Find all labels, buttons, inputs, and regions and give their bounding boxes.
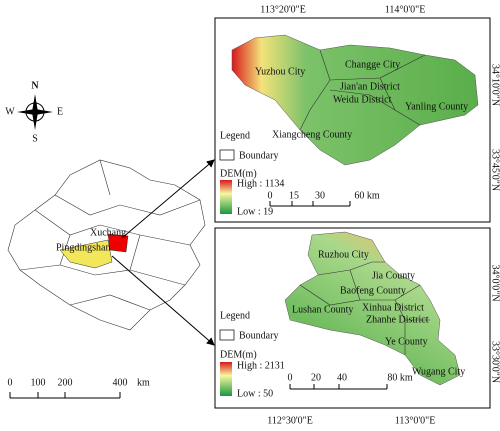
- lat-label: 34°0'0"N: [490, 264, 500, 301]
- legend-high: High : 1134: [237, 178, 284, 189]
- place-label: Baofeng County: [340, 285, 406, 296]
- legend-high: High : 2131: [237, 360, 285, 371]
- place-label: Yanling County: [405, 101, 468, 112]
- compass: N S W E: [5, 80, 63, 144]
- place-label: Jia County: [372, 270, 415, 281]
- legend-boundary: Boundary: [239, 330, 278, 341]
- legend-low: Low : 19: [237, 206, 273, 217]
- lon-label: 113°0'0"E: [395, 415, 436, 426]
- compass-n: N: [31, 80, 39, 91]
- legend-low: Low : 50: [237, 388, 273, 399]
- place-label: Lushan County: [292, 304, 353, 315]
- arrow: [121, 159, 215, 239]
- scale-unit: km: [137, 377, 150, 388]
- scale-tick: 60 km: [354, 190, 380, 201]
- legend-title: Legend: [220, 130, 250, 141]
- lat-label: 33°30'0"N: [490, 341, 500, 383]
- lon-label: 112°30'0"E: [267, 415, 313, 426]
- place-label: Ruzhou City: [318, 249, 369, 260]
- map-bottom: Ruzhou City Jia County Baofeng County Xi…: [214, 227, 500, 426]
- scale-tick: 400: [113, 377, 128, 388]
- lat-label: 33°45'0"N: [490, 149, 500, 191]
- place-label: Weidu District: [333, 94, 392, 105]
- scale-tick: 0: [288, 372, 293, 383]
- overview-label: Xuchang: [90, 227, 126, 238]
- compass-w: W: [5, 106, 15, 117]
- place-label: Ye County: [385, 336, 428, 347]
- scale-tick: 30: [315, 190, 325, 201]
- lat-label: 34°10'0"N: [490, 64, 500, 106]
- place-label: Changge City: [345, 59, 400, 70]
- lon-label: 113°20'0"E: [260, 4, 306, 15]
- compass-e: E: [57, 106, 63, 117]
- scale-tick: 40: [337, 372, 347, 383]
- map-top: Yuzhou City Changge City Jian'an Distric…: [214, 4, 500, 223]
- scale-tick: 15: [289, 190, 299, 201]
- scale-tick: 0: [268, 190, 273, 201]
- scale-tick: 20: [311, 372, 321, 383]
- place-label: Zhanhe District: [366, 314, 429, 325]
- overview-label: Pingdingshan: [56, 242, 110, 253]
- arrow: [111, 255, 215, 346]
- place-label: Jian'an District: [340, 81, 400, 92]
- overview-map: Xuchang Pingdingshan 0 100 200 400 km: [8, 159, 206, 399]
- place-label: Xiangcheng County: [272, 129, 352, 140]
- scale-tick: 0: [8, 377, 13, 388]
- lon-label: 114°0'0"E: [385, 4, 426, 15]
- scale-tick: 200: [58, 377, 73, 388]
- legend-title: Legend: [220, 310, 250, 321]
- compass-s: S: [32, 133, 38, 144]
- place-label: Wugang City: [412, 366, 465, 377]
- scale-tick: 100: [31, 377, 46, 388]
- legend-dem: DEM(m): [220, 349, 257, 360]
- scale-tick: 80 km: [387, 372, 413, 383]
- legend-dem: DEM(m): [220, 168, 257, 179]
- legend-boundary: Boundary: [239, 150, 278, 161]
- place-label: Xinhua District: [362, 302, 424, 313]
- place-label: Yuzhou City: [255, 66, 305, 77]
